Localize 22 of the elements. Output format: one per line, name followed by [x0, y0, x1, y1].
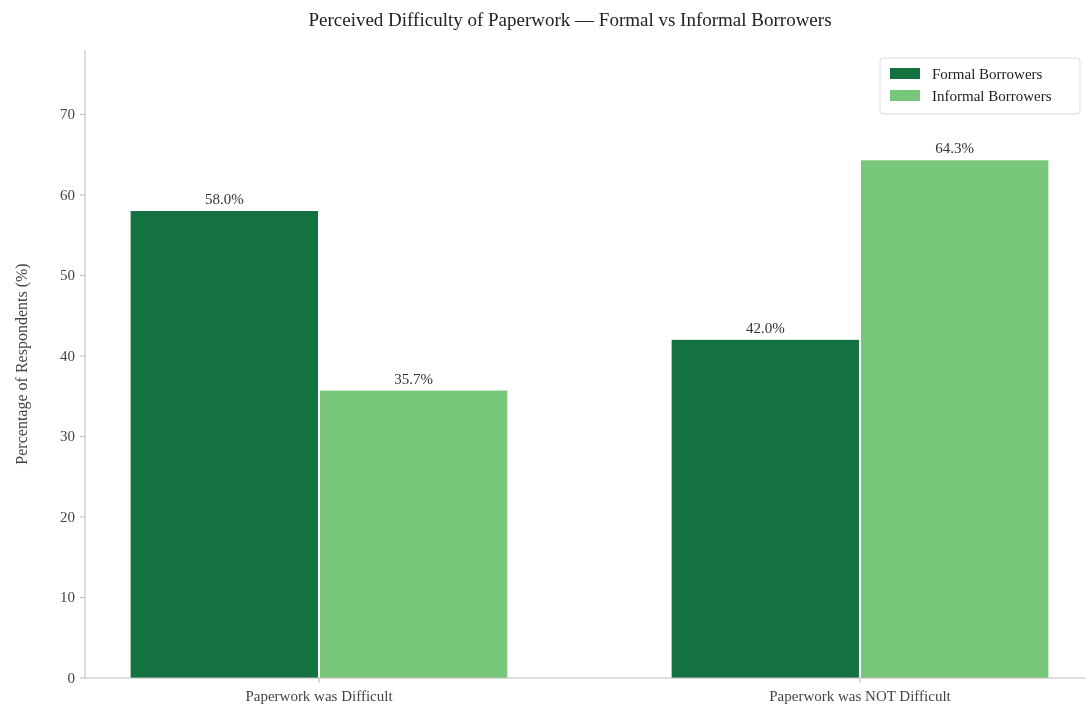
bar	[130, 211, 318, 678]
y-tick-label: 70	[60, 106, 75, 123]
y-tick-label: 50	[60, 267, 75, 284]
y-tick-label: 0	[67, 670, 75, 686]
data-label: 64.3%	[935, 140, 975, 157]
legend-label: Informal Borrowers	[932, 88, 1052, 104]
y-tick-label: 10	[60, 589, 75, 606]
data-label: 35.7%	[394, 370, 434, 387]
chart-title: Perceived Difficulty of Paperwork — Formal vs Informal Borrowers	[308, 9, 832, 30]
y-tick-label: 20	[60, 508, 75, 525]
x-tick-label: Paperwork was NOT Difficult	[769, 688, 952, 704]
x-tick-label: Paperwork was Difficult	[245, 688, 394, 704]
legend-label: Formal Borrowers	[932, 66, 1043, 82]
bar	[671, 339, 860, 678]
y-tick-label: 40	[60, 347, 75, 364]
y-tick-label: 60	[60, 186, 75, 203]
data-label: 42.0%	[745, 319, 785, 336]
bar	[319, 390, 508, 678]
y-tick-label: 30	[60, 428, 75, 445]
bar	[861, 160, 1049, 678]
data-label: 58.0%	[204, 191, 244, 208]
y-axis-title: Percentage of Respondents (%)	[13, 263, 31, 465]
